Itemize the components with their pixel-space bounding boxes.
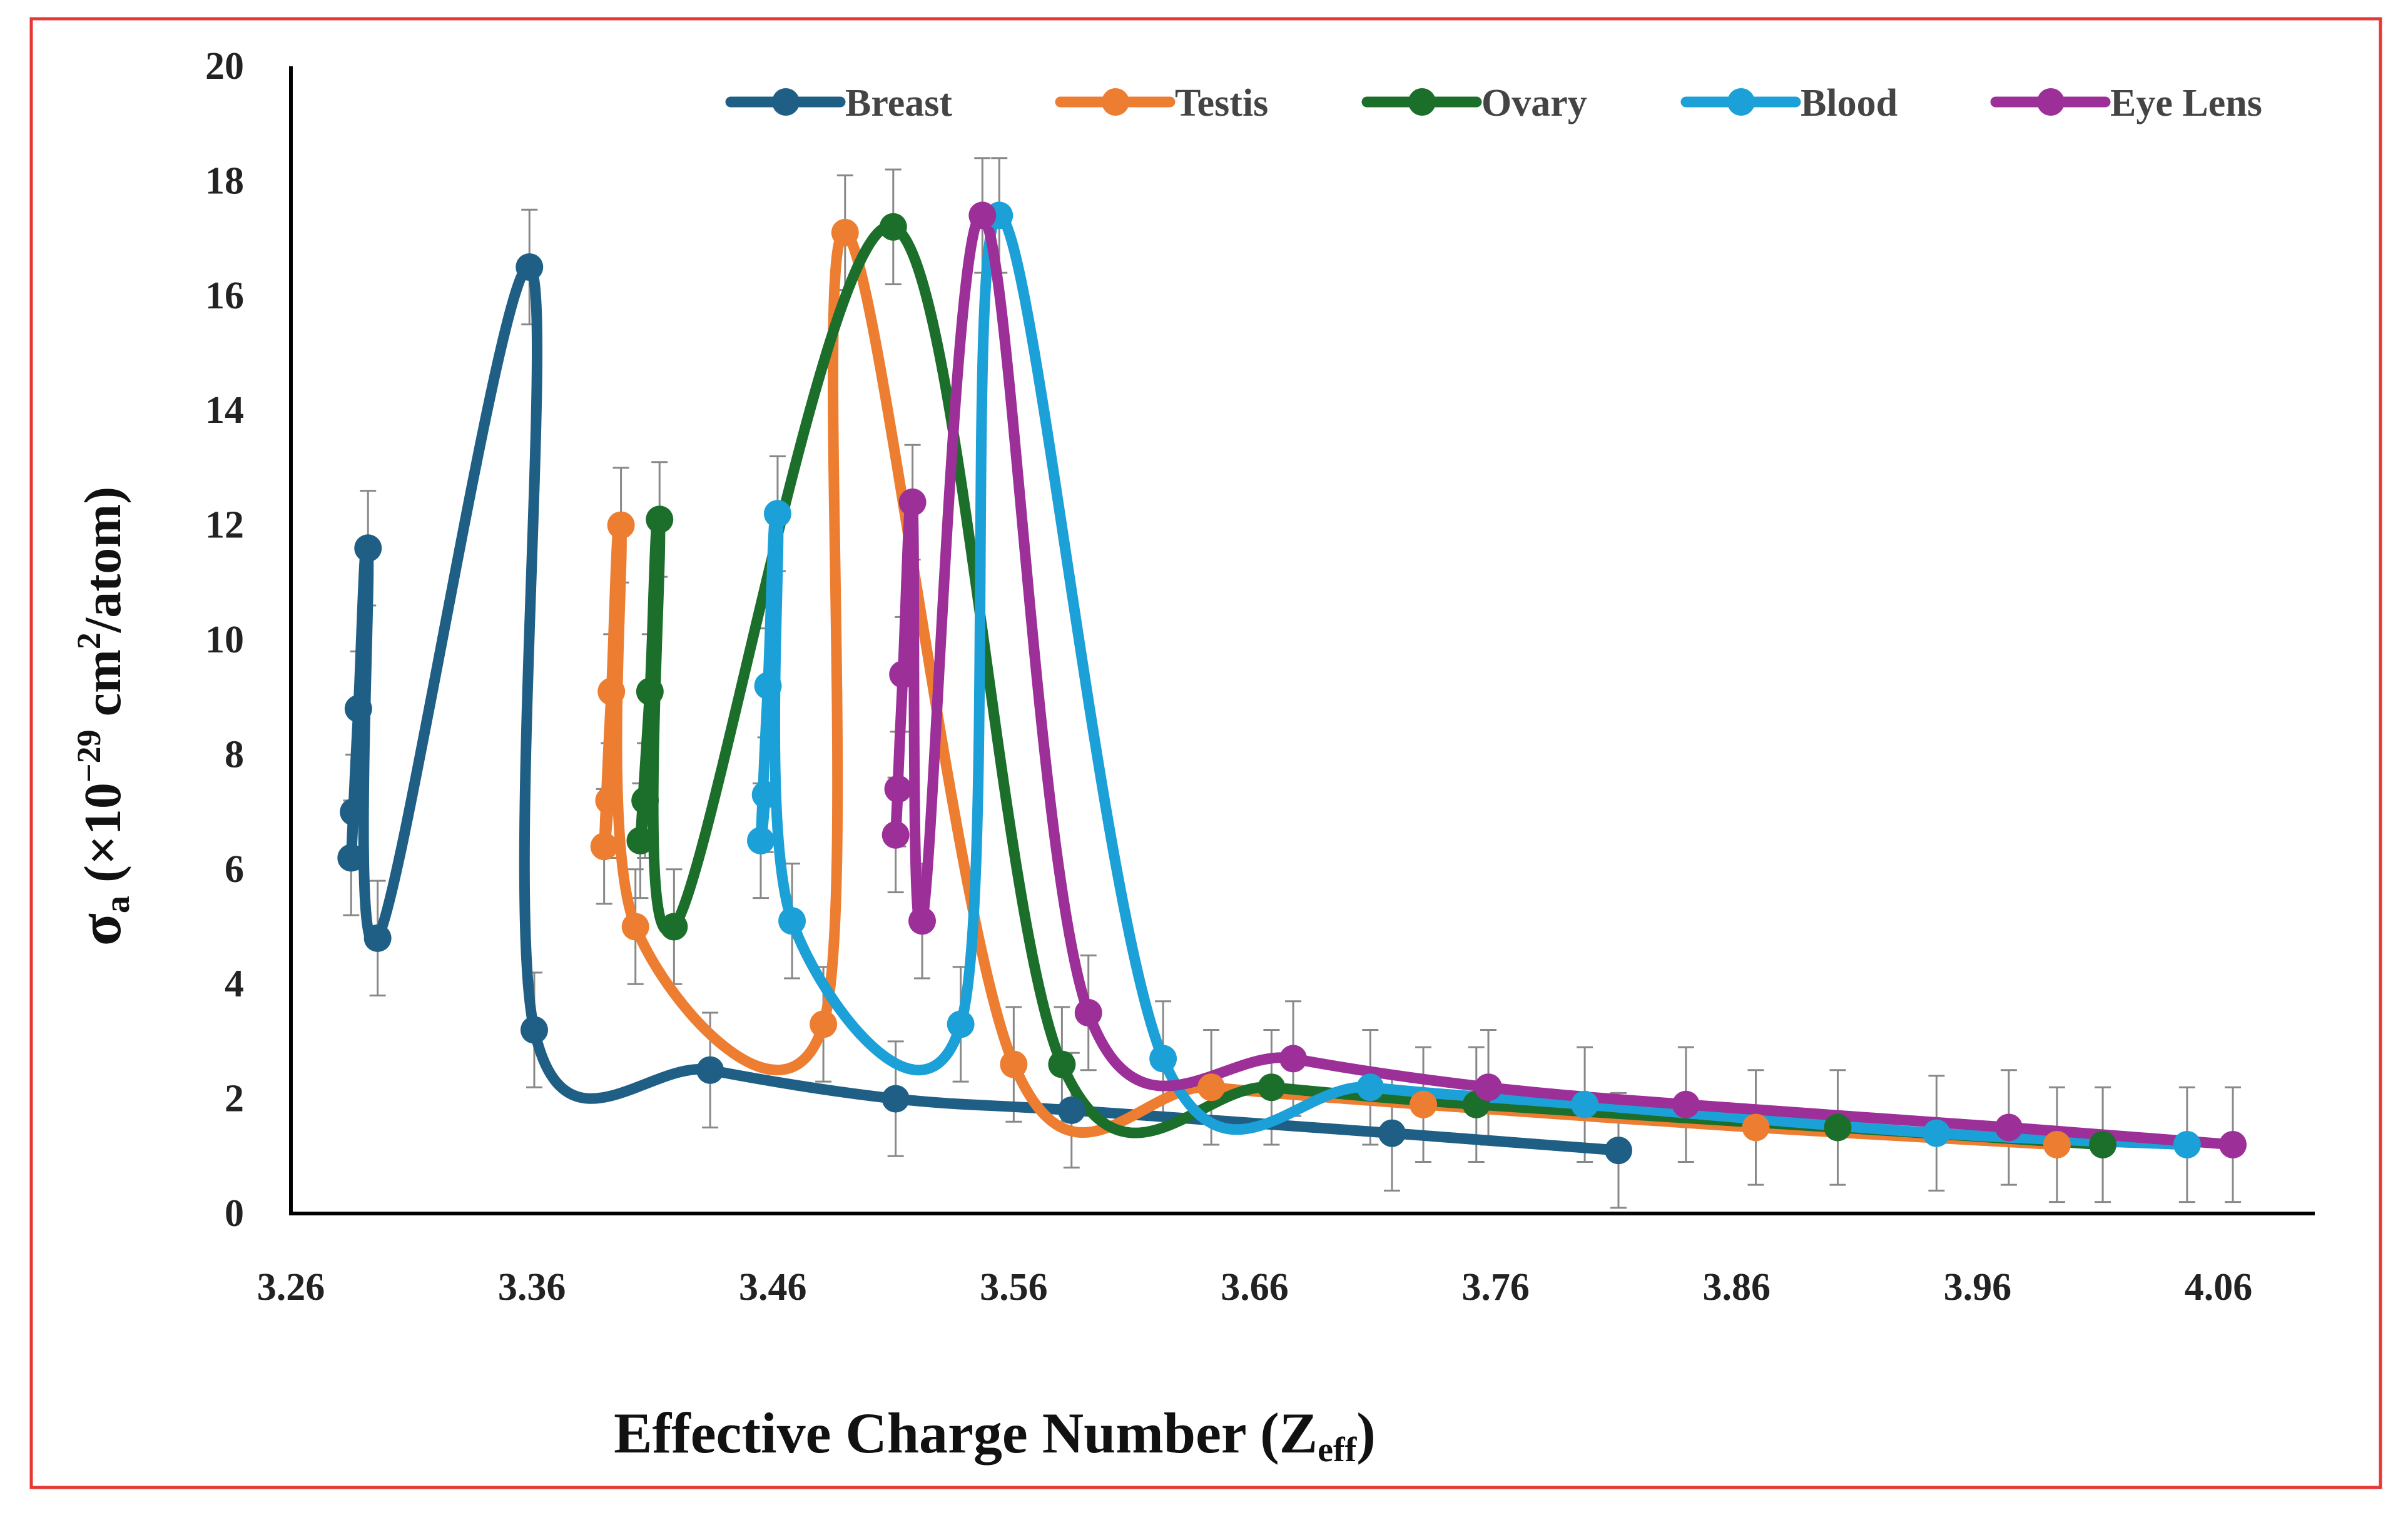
data-point-blood	[751, 781, 780, 809]
data-point-testis	[597, 677, 626, 706]
data-point-ovary	[879, 213, 907, 241]
data-point-breast	[520, 1016, 548, 1044]
y-tick-label: 6	[225, 848, 244, 891]
data-point-eye-lens	[1994, 1113, 2023, 1142]
x-tick-label: 3.26	[257, 1266, 325, 1309]
data-point-blood	[947, 1010, 975, 1038]
data-point-ovary	[1824, 1113, 1852, 1142]
y-tick-label: 12	[205, 504, 244, 547]
data-point-blood	[746, 826, 775, 854]
x-tick-label: 3.96	[1944, 1266, 2012, 1309]
data-point-blood	[2173, 1130, 2201, 1158]
data-point-blood	[754, 672, 782, 700]
figure-border	[29, 17, 2382, 1489]
data-point-eye-lens	[968, 201, 997, 230]
x-tick-label: 4.06	[2185, 1266, 2253, 1309]
x-tick-label: 3.56	[980, 1266, 1048, 1309]
data-point-ovary	[1048, 1050, 1076, 1078]
data-point-breast	[1057, 1096, 1085, 1124]
y-tick-label: 2	[225, 1078, 244, 1120]
series-line-ovary	[634, 221, 2108, 1150]
data-point-testis	[595, 786, 623, 814]
data-point-blood	[1356, 1073, 1384, 1102]
data-point-breast	[696, 1056, 724, 1084]
data-point-blood	[1923, 1119, 1951, 1147]
data-point-eye-lens	[881, 821, 910, 849]
y-tick-label: 18	[205, 160, 244, 202]
data-point-testis	[831, 218, 859, 246]
series-points	[337, 201, 2247, 1165]
legend-label-eye-lens: Eye Lens	[2110, 82, 2262, 124]
data-point-testis	[810, 1010, 838, 1038]
data-point-ovary	[1257, 1073, 1286, 1102]
data-point-testis	[1410, 1090, 1438, 1118]
data-point-testis	[621, 913, 649, 941]
data-point-testis	[2043, 1130, 2071, 1158]
data-point-testis	[1197, 1073, 1226, 1102]
legend-marker-eye-lens	[2037, 88, 2065, 116]
x-axis-title: Effective Charge Number (Zeff)	[614, 1401, 1376, 1469]
legend-label-breast: Breast	[845, 82, 952, 124]
series-lines	[345, 210, 2238, 1156]
legend: Breast Testis Ovary Blood Eye Lens	[725, 82, 2262, 124]
data-point-breast	[344, 695, 372, 723]
data-point-ovary	[2089, 1130, 2117, 1158]
x-tick-labels: 3.26 3.36 3.46 3.56 3.66 3.76 3.86 3.96 4.06	[257, 1266, 2252, 1309]
data-point-ovary	[631, 786, 659, 814]
y-tick-label: 14	[205, 389, 244, 432]
series-line-blood	[755, 210, 2193, 1150]
data-point-eye-lens	[898, 488, 927, 516]
data-point-eye-lens	[889, 661, 917, 689]
legend-label-ovary: Ovary	[1481, 82, 1587, 124]
data-point-breast	[516, 253, 544, 281]
legend-marker-breast	[772, 88, 800, 116]
data-point-breast	[340, 798, 368, 826]
data-point-blood	[1571, 1090, 1599, 1118]
data-point-testis	[590, 833, 618, 861]
data-point-ovary	[626, 826, 654, 854]
y-tick-label: 4	[225, 963, 244, 1005]
data-point-blood	[763, 500, 791, 528]
y-tick-label: 0	[225, 1192, 244, 1235]
data-point-breast	[881, 1085, 910, 1113]
data-point-eye-lens	[2219, 1130, 2247, 1158]
data-point-breast	[354, 534, 382, 562]
y-tick-labels: 0 2 4 6 8 10 12 14 16 18 20	[205, 45, 244, 1235]
x-tick-label: 3.86	[1702, 1266, 1770, 1309]
legend-label-testis: Testis	[1175, 82, 1268, 124]
y-tick-label: 10	[205, 619, 244, 661]
x-tick-label: 3.66	[1221, 1266, 1289, 1309]
data-point-ovary	[636, 677, 664, 706]
data-point-breast	[363, 924, 392, 952]
legend-marker-blood	[1727, 88, 1755, 116]
data-point-breast	[1378, 1119, 1406, 1147]
data-point-ovary	[660, 913, 688, 941]
y-tick-label: 16	[205, 275, 244, 317]
x-tick-label: 3.46	[739, 1266, 807, 1309]
data-point-testis	[1742, 1113, 1770, 1142]
data-point-eye-lens	[1475, 1073, 1503, 1102]
data-point-eye-lens	[1279, 1045, 1308, 1073]
axes	[289, 66, 2315, 1215]
data-point-blood	[1149, 1045, 1177, 1073]
x-tick-label: 3.36	[498, 1266, 566, 1309]
data-point-eye-lens	[884, 775, 912, 803]
data-point-blood	[778, 907, 806, 935]
data-point-breast	[1605, 1137, 1633, 1165]
data-point-testis	[607, 511, 635, 539]
legend-label-blood: Blood	[1801, 82, 1897, 124]
y-axis-title: σa (×10−29 cm2/atom)	[66, 487, 137, 946]
data-point-ovary	[646, 505, 674, 534]
data-point-eye-lens	[1672, 1090, 1700, 1118]
y-tick-label: 8	[225, 733, 244, 776]
legend-marker-testis	[1102, 88, 1129, 116]
y-tick-label: 20	[205, 45, 244, 88]
legend-marker-ovary	[1408, 88, 1436, 116]
data-point-eye-lens	[1074, 999, 1102, 1027]
data-point-eye-lens	[908, 907, 937, 935]
x-tick-label: 3.76	[1461, 1266, 1530, 1309]
data-point-breast	[337, 844, 365, 872]
data-point-testis	[1000, 1050, 1028, 1078]
